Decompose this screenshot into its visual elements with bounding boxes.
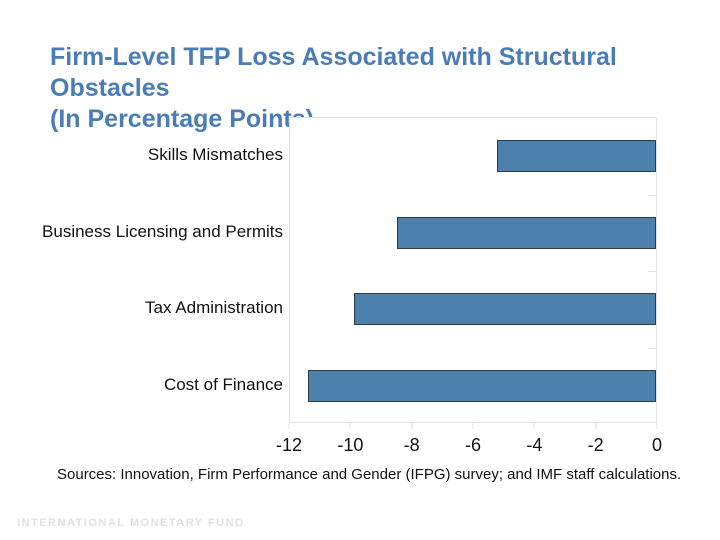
- category-labels: Skills Mismatches Business Licensing and …: [20, 117, 283, 423]
- x-axis-tick: [411, 423, 413, 429]
- bar-3: [308, 370, 656, 402]
- source-note: Sources: Innovation, Firm Performance an…: [57, 466, 682, 483]
- imf-footer: INTERNATIONAL MONETARY FUND: [17, 517, 245, 529]
- x-axis-tick: [349, 423, 351, 429]
- bar-0: [497, 140, 656, 172]
- category-label: Tax Administration: [145, 298, 283, 317]
- chart-title-line1: Firm-Level TFP Loss Associated with Stru…: [50, 43, 617, 102]
- x-axis-tick: [656, 423, 658, 429]
- x-axis-tick: [595, 423, 597, 429]
- x-axis-tick-label: -12: [275, 435, 303, 455]
- category-label: Business Licensing and Permits: [42, 222, 283, 241]
- x-axis-tick-label: -8: [403, 435, 420, 455]
- x-axis-tick-label: -2: [587, 435, 604, 455]
- bar-2: [354, 293, 656, 325]
- x-axis: -12 -10 -8 -6 -4 -2 0: [276, 423, 662, 463]
- category-label: Skills Mismatches: [147, 145, 283, 164]
- x-axis-tick: [472, 423, 474, 429]
- category-boundary-tick: [648, 195, 656, 196]
- category-boundary-tick: [648, 271, 656, 272]
- category-boundary-tick: [648, 348, 656, 349]
- bar-1: [396, 217, 656, 249]
- x-axis-tick: [533, 423, 535, 429]
- x-axis-tick-label: -10: [337, 435, 364, 455]
- x-axis-tick-label: -6: [464, 435, 482, 455]
- chart-title-line2: (In Percentage Points): [50, 105, 314, 133]
- x-axis-tick-label: -4: [526, 435, 543, 455]
- category-label: Cost of Finance: [163, 375, 283, 394]
- x-axis-tick: [288, 423, 290, 429]
- plot-area: [289, 117, 657, 423]
- x-axis-tick-label: 0: [651, 435, 663, 455]
- chart-title: Firm-Level TFP Loss Associated with Stru…: [50, 42, 680, 135]
